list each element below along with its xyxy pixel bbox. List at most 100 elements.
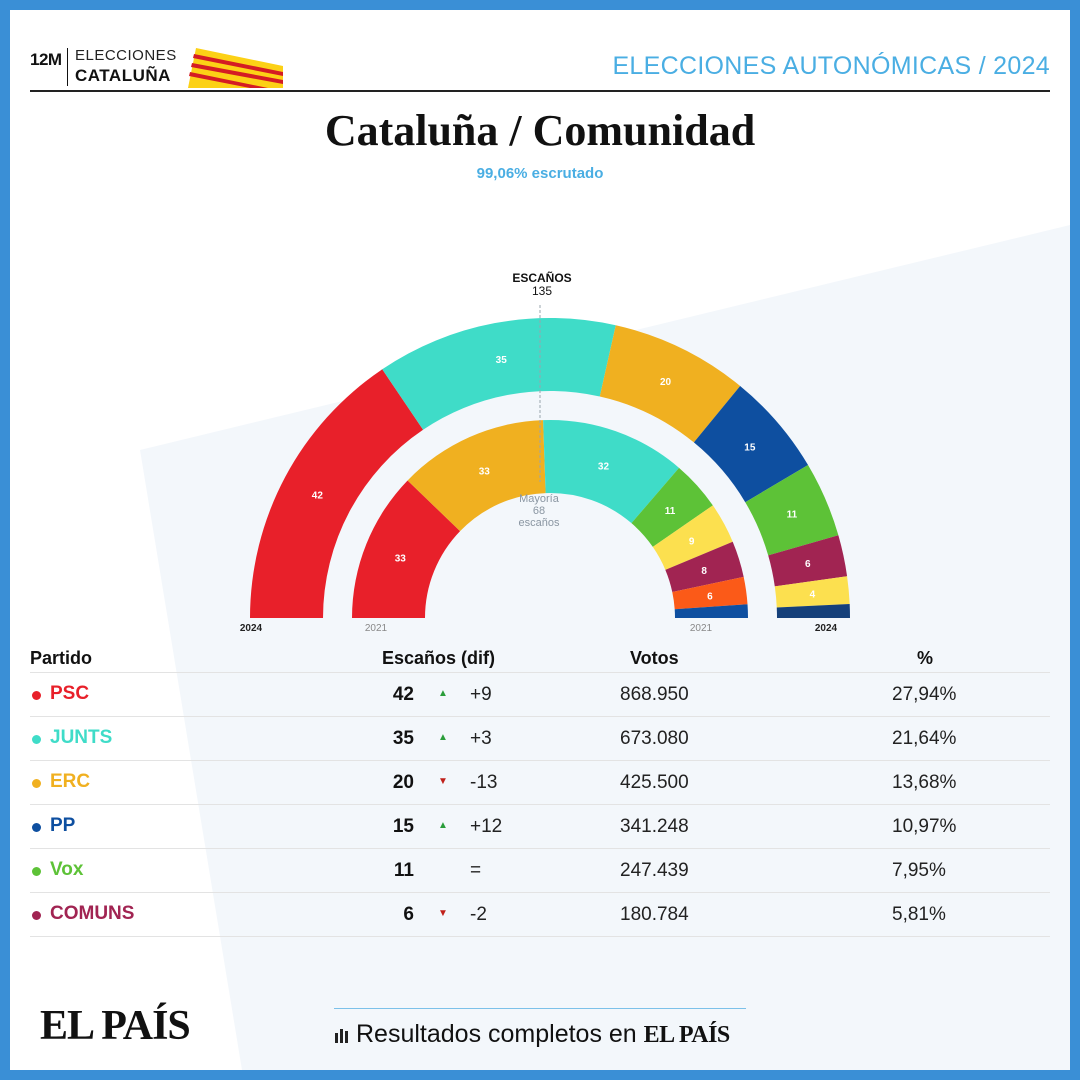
seat-arc-2021-cs — [672, 576, 748, 610]
header-seats: Escaños (dif) — [382, 648, 496, 668]
table-header: Partido Escaños (dif) Votos % — [30, 644, 1050, 673]
party-seats: 35 — [392, 728, 414, 749]
header-votes: Votos — [630, 648, 679, 668]
page-title: Cataluña / Comunidad — [324, 106, 756, 155]
seat-arc-2021-comuns — [665, 541, 744, 593]
majority-label: Mayoría — [519, 493, 560, 505]
seat-arc-2024-vox — [745, 464, 839, 556]
party-seats: 15 — [392, 816, 414, 837]
trend-up-icon: ▲ — [438, 732, 448, 743]
seat-diff: = — [470, 860, 482, 881]
seats-title: ESCAÑOS — [512, 270, 571, 285]
arcs-2021: 33 33 32 11 9 8 6 — [352, 420, 748, 618]
seat-arc-2021-cup — [652, 505, 733, 570]
party-name: COMUNS — [50, 903, 135, 924]
catalan-flag-icon — [188, 48, 283, 88]
table-row: COMUNS 6 ▼ -2 180.784 5,81% — [30, 893, 1050, 937]
seat-arc-2024-junts-label: 35 — [496, 355, 508, 366]
table-row: ERC 20 ▼ -13 425.500 13,68% — [30, 761, 1050, 805]
party-votes: 341.248 — [620, 816, 689, 837]
party-name: PSC — [50, 683, 90, 704]
table-row: PP 15 ▲ +12 341.248 10,97% — [30, 805, 1050, 849]
seat-diff: +9 — [470, 684, 492, 705]
party-pct: 5,81% — [892, 904, 946, 925]
seat-arc-2021-pp — [674, 604, 748, 618]
party-name: PP — [50, 815, 76, 836]
party-name: Vox — [50, 859, 84, 880]
party-votes: 673.080 — [620, 728, 689, 749]
party-seats: 42 — [392, 684, 414, 705]
seat-arc-2024-erc-label: 20 — [660, 377, 672, 388]
election-title: ELECCIONES AUTONÓMICAS / 2024 — [612, 52, 1050, 80]
year-label-2024-left: 2024 — [240, 623, 263, 634]
party-color-dot — [32, 823, 41, 832]
seat-arc-2021-psc-label: 33 — [395, 554, 407, 565]
seat-arc-2024-psc-label: 42 — [312, 490, 324, 501]
year-label-2021-right: 2021 — [690, 623, 713, 634]
seat-arc-2021-cs-label: 6 — [707, 592, 713, 603]
bar-chart-icon — [335, 1029, 348, 1044]
seat-arc-2021-vox-label: 11 — [665, 506, 676, 517]
logo-12m: 12M — [30, 50, 62, 69]
party-seats: 20 — [392, 772, 414, 793]
party-seats: 11 — [393, 860, 414, 881]
seat-arc-2024-cup — [774, 576, 850, 608]
party-color-dot — [32, 779, 41, 788]
majority-value: 68 — [533, 505, 545, 517]
party-votes: 425.500 — [620, 772, 689, 793]
table-body: PSC 42 ▲ +9 868.950 27,94% JUNTS 35 ▲ +3 673.080 21… — [30, 673, 1050, 937]
party-votes: 868.950 — [620, 684, 689, 705]
seats-total: 135 — [532, 284, 552, 298]
trend-down-icon: ▼ — [438, 776, 448, 787]
party-name: ERC — [50, 771, 91, 792]
seat-arc-2021-erc — [407, 420, 546, 532]
party-pct: 10,97% — [892, 816, 957, 837]
trend-up-icon: ▲ — [438, 688, 448, 699]
seat-arc-2024-pp-label: 15 — [744, 442, 756, 453]
majority-unit: escaños — [519, 517, 560, 529]
count-status: 99,06% escrutado — [476, 165, 604, 182]
results-table: Partido Escaños (dif) Votos % PSC 42 ▲ +9 86… — [30, 644, 1050, 937]
header-bar: 12M ELECCIONES CATALUÑA ELECCIONES AUTON… — [30, 40, 1050, 92]
full-results-text: Resultados completos en — [356, 1020, 637, 1048]
year-label-2021-left: 2021 — [365, 623, 388, 634]
party-color-dot — [32, 691, 41, 700]
full-results-brand: EL PAÍS — [643, 1022, 731, 1048]
trend-up-icon: ▲ — [438, 820, 448, 831]
header-party: Partido — [30, 648, 93, 668]
seat-arc-2024-alian-a-catalana — [776, 604, 850, 618]
seat-arc-2024-comuns — [768, 535, 848, 587]
trend-down-icon: ▼ — [438, 908, 448, 919]
seat-arc-2021-junts — [543, 420, 680, 524]
infographic-card: 12M ELECCIONES CATALUÑA ELECCIONES AUTON… — [10, 10, 1070, 1070]
seat-arc-2021-vox — [631, 467, 713, 547]
party-name: JUNTS — [50, 727, 113, 748]
party-color-dot — [32, 911, 41, 920]
party-pct: 13,68% — [892, 772, 957, 793]
seat-arc-2024-junts — [382, 318, 616, 430]
party-votes: 247.439 — [620, 860, 689, 881]
table-row: Vox 11 = 247.439 7,95% — [30, 849, 1050, 893]
seats-hemicycle-chart: 42 35 20 15 11 6 4 33 33 32 11 9 8 6 ESCAÑOS 135 May… — [240, 270, 850, 634]
year-label-2024-right: 2024 — [815, 623, 838, 634]
seat-arc-2021-junts-label: 32 — [598, 462, 610, 473]
seat-arc-2024-vox-label: 11 — [787, 510, 798, 521]
seat-arc-2024-pp — [693, 385, 809, 503]
party-pct: 7,95% — [892, 860, 946, 881]
table-row: JUNTS 35 ▲ +3 673.080 21,64% — [30, 717, 1050, 761]
seat-arc-2024-comuns-label: 6 — [805, 559, 811, 570]
seat-arc-2024-erc — [599, 325, 741, 443]
party-color-dot — [32, 735, 41, 744]
seat-arc-2021-erc-label: 33 — [479, 466, 491, 477]
seat-arc-2021-psc — [352, 480, 461, 618]
party-votes: 180.784 — [620, 904, 689, 925]
seat-diff: -2 — [470, 904, 487, 925]
header-pct: % — [917, 648, 934, 668]
seat-arc-2024-psc — [250, 369, 424, 618]
logo-separator — [67, 48, 68, 86]
logo-line2: CATALUÑA — [75, 66, 171, 85]
arcs-2024: 42 35 20 15 11 6 4 — [250, 318, 850, 618]
party-pct: 27,94% — [892, 684, 957, 705]
full-results-link[interactable]: Resultados completos en EL PAÍS — [334, 1020, 730, 1049]
seat-diff: -13 — [470, 772, 498, 793]
